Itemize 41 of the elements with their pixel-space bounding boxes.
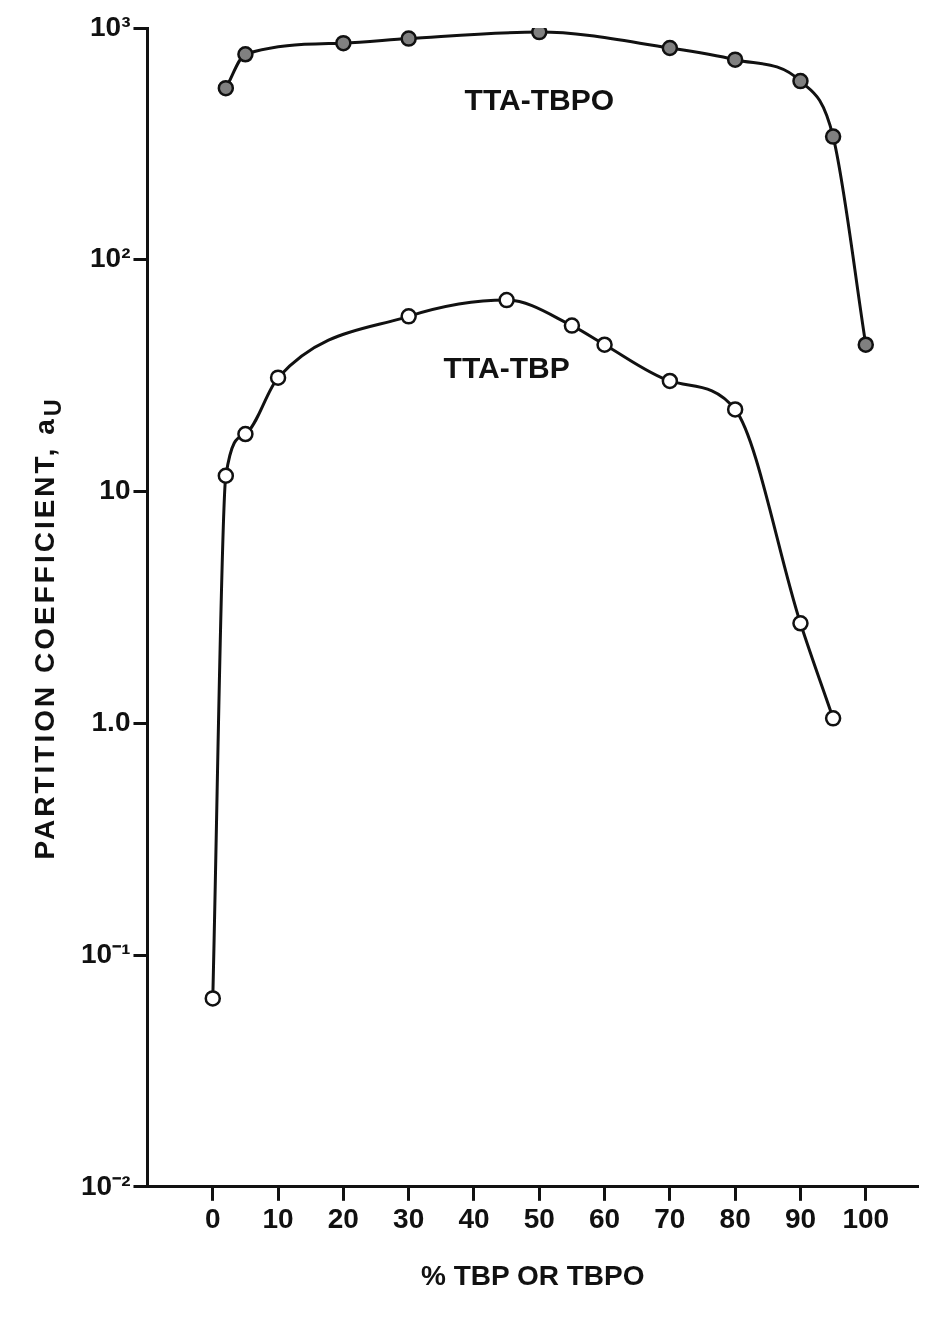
point <box>563 317 581 334</box>
x-tick-label: 10 <box>262 1203 294 1235</box>
point <box>400 308 417 325</box>
x-tick-label: 60 <box>588 1203 621 1235</box>
point <box>792 72 809 90</box>
point <box>237 46 254 63</box>
y-tick-label: 10⁻² <box>81 1169 131 1201</box>
point <box>204 990 222 1007</box>
series-label: TTA-TBPO <box>464 83 614 117</box>
point <box>217 79 235 97</box>
point <box>237 425 254 443</box>
point <box>824 128 842 145</box>
x-axis-title: % TBP OR TBPO <box>420 1259 645 1291</box>
point <box>400 30 417 47</box>
x-tick-label: 50 <box>523 1203 555 1235</box>
y-tick-label: 10³ <box>90 10 131 42</box>
point <box>335 34 352 52</box>
x-tick-label: 100 <box>842 1203 890 1235</box>
point <box>726 401 744 418</box>
x-tick-label: 30 <box>393 1203 425 1235</box>
y-tick-label: 10 <box>99 474 131 506</box>
x-tick-label: 90 <box>784 1203 817 1235</box>
point <box>661 372 679 390</box>
point <box>661 39 679 57</box>
y-tick-label: 10⁻¹ <box>81 937 131 969</box>
x-tick-label: 80 <box>719 1203 751 1235</box>
x-tick-label: 70 <box>654 1203 686 1235</box>
y-tick-label: 1.0 <box>91 706 131 737</box>
point <box>217 467 235 484</box>
point <box>498 291 515 309</box>
series-label: TTA-TBP <box>443 351 570 385</box>
y-tick-label: 10² <box>90 242 131 274</box>
point <box>726 51 744 68</box>
x-tick-label: 40 <box>458 1203 490 1235</box>
point <box>596 336 613 353</box>
x-tick-label: 20 <box>327 1203 359 1235</box>
x-tick-label: 0 <box>204 1203 221 1235</box>
point <box>824 710 842 727</box>
point <box>269 369 287 386</box>
point <box>857 336 875 353</box>
point <box>792 615 809 632</box>
